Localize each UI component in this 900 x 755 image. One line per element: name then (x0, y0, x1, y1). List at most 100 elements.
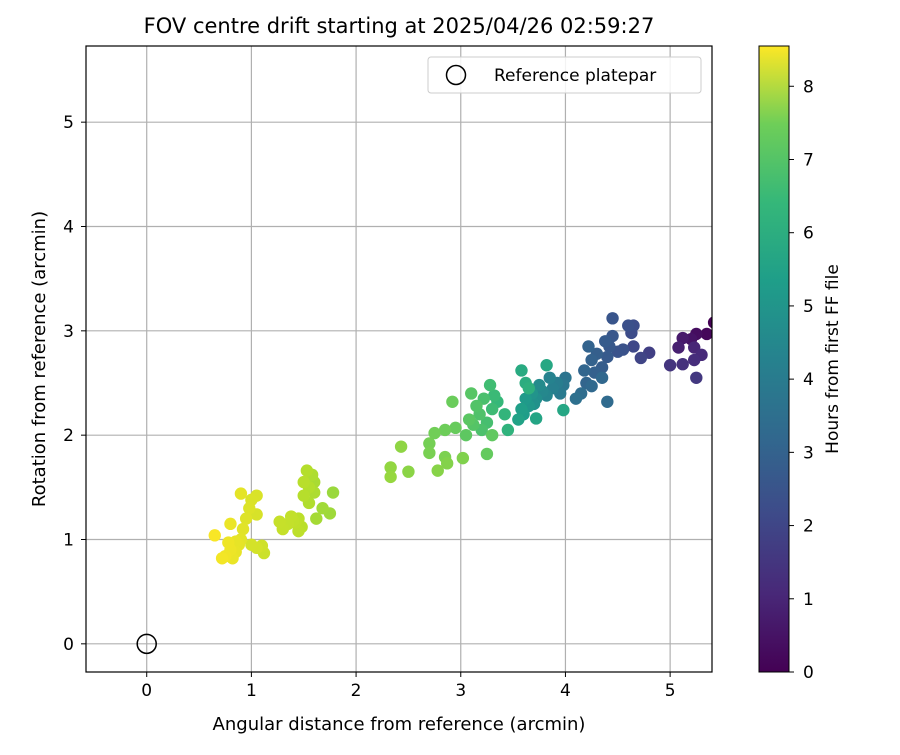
data-point (599, 335, 612, 348)
data-point (663, 359, 677, 372)
x-tick-label: 5 (665, 681, 676, 701)
data-point (488, 389, 501, 402)
data-point (578, 364, 591, 377)
y-tick-label: 2 (63, 426, 74, 446)
data-point (498, 408, 511, 421)
colorbar-tick-label: 2 (803, 517, 814, 537)
data-point (462, 413, 476, 426)
data-point (245, 538, 258, 551)
data-point (606, 312, 619, 325)
x-tick-label: 2 (351, 681, 362, 701)
data-point (627, 340, 640, 353)
data-point (688, 353, 701, 367)
data-point (601, 350, 614, 364)
data-point (297, 475, 310, 489)
grid (86, 46, 712, 672)
data-point (676, 331, 689, 345)
colorbar-tick-label: 0 (803, 663, 814, 683)
data-point (601, 395, 614, 408)
data-point (676, 358, 689, 371)
colorbar-tick-label: 7 (803, 150, 814, 170)
colorbar-ticks: 0 1 2 3 4 5 6 7 8 (789, 77, 814, 683)
data-point (501, 423, 515, 437)
data-point (449, 421, 462, 435)
data-point (515, 402, 528, 416)
data-point (215, 552, 229, 565)
data-point (707, 316, 712, 329)
data-point (423, 446, 436, 460)
data-point (222, 536, 235, 549)
y-axis-label: Rotation from reference (arcmin) (29, 211, 50, 507)
colorbar-label: Hours from first FF file (823, 264, 843, 454)
data-point (456, 451, 470, 465)
data-point (459, 428, 473, 442)
data-point (326, 486, 340, 499)
colorbar: 0 1 2 3 4 5 6 7 8 Hours from first FF file (758, 45, 843, 683)
data-point (585, 353, 598, 367)
colorbar-gradient (758, 45, 790, 673)
data-point (236, 522, 250, 536)
data-point (557, 403, 570, 417)
legend-marker (445, 64, 467, 86)
y-tick-label: 0 (63, 635, 74, 655)
data-point (243, 501, 256, 515)
data-point (428, 426, 441, 440)
data-point (234, 487, 248, 500)
chart-title: FOV centre drift starting at 2025/04/26 … (144, 14, 655, 38)
data-point (239, 512, 253, 525)
x-tick-label: 4 (560, 681, 571, 701)
y-axis-ticks: 0 1 2 3 4 5 (63, 113, 86, 655)
data-point (585, 379, 598, 393)
data-point (522, 382, 536, 395)
data-point (273, 515, 286, 528)
data-point (208, 529, 221, 542)
data-point (465, 387, 478, 400)
y-tick-label: 5 (63, 113, 74, 133)
x-axis-ticks: 0 1 2 3 4 5 (141, 672, 676, 701)
data-point (672, 341, 685, 354)
colorbar-tick-label: 8 (803, 77, 814, 97)
data-point (224, 517, 237, 531)
data-point (485, 428, 499, 442)
colorbar-tick-label: 1 (803, 590, 814, 610)
data-point (431, 464, 444, 477)
data-points (208, 312, 712, 565)
x-axis-label: Angular distance from reference (arcmin) (213, 714, 586, 735)
x-tick-label: 3 (455, 681, 466, 701)
colorbar-tick-label: 4 (803, 370, 814, 390)
data-point (485, 402, 499, 416)
data-point (533, 378, 546, 392)
data-point (310, 512, 323, 525)
data-point (384, 470, 397, 484)
data-point (297, 489, 310, 502)
data-point (622, 319, 635, 332)
data-point (595, 371, 609, 384)
y-tick-label: 4 (63, 217, 74, 237)
data-point (483, 378, 497, 392)
data-point (384, 461, 397, 474)
data-point (700, 327, 712, 341)
data-point (300, 464, 314, 477)
data-point (690, 371, 703, 384)
y-tick-label: 1 (63, 530, 74, 550)
data-point (519, 392, 532, 405)
data-point (402, 465, 415, 478)
plot-frame (85, 45, 713, 673)
colorbar-tick-label: 5 (803, 297, 814, 317)
legend-label: Reference platepar (494, 66, 656, 86)
data-point (634, 351, 648, 365)
colorbar-tick-label: 3 (803, 443, 814, 463)
data-point (446, 395, 459, 408)
data-point (543, 371, 556, 384)
data-point (540, 359, 553, 372)
data-point (423, 437, 436, 450)
legend-box (427, 56, 702, 94)
data-point (470, 399, 483, 413)
data-point (582, 340, 595, 353)
reference-marker-layer (136, 633, 157, 655)
y-tick-label: 3 (63, 322, 74, 342)
data-point (480, 447, 494, 461)
data-point (515, 364, 528, 377)
data-point (316, 501, 329, 515)
